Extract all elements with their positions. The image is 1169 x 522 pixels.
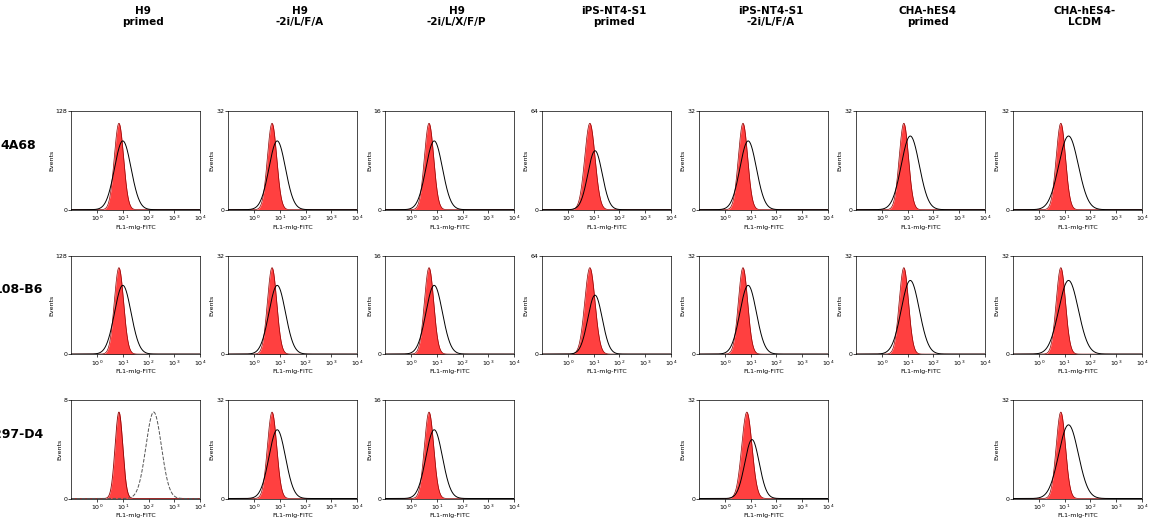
X-axis label: FL1-mlg-FITC: FL1-mlg-FITC [743, 513, 784, 518]
Text: iPS-NT4-S1
-2i/L/F/A: iPS-NT4-S1 -2i/L/F/A [738, 6, 803, 28]
Text: iPS-NT4-S1
primed: iPS-NT4-S1 primed [581, 6, 646, 28]
Text: CHA-hES4
primed: CHA-hES4 primed [899, 6, 956, 28]
X-axis label: FL1-mlg-FITC: FL1-mlg-FITC [743, 224, 784, 230]
Y-axis label: Events: Events [680, 439, 686, 460]
Y-axis label: Events: Events [838, 150, 843, 171]
X-axis label: FL1-mlg-FITC: FL1-mlg-FITC [429, 369, 470, 374]
Y-axis label: Events: Events [838, 294, 843, 316]
Text: H9
-2i/L/X/F/P: H9 -2i/L/X/F/P [427, 6, 486, 28]
Y-axis label: Events: Events [680, 294, 686, 316]
Y-axis label: Events: Events [209, 294, 215, 316]
X-axis label: FL1-mlg-FITC: FL1-mlg-FITC [1057, 369, 1098, 374]
Y-axis label: Events: Events [995, 150, 999, 171]
X-axis label: FL1-mlg-FITC: FL1-mlg-FITC [116, 224, 155, 230]
Y-axis label: Events: Events [995, 294, 999, 316]
X-axis label: FL1-mlg-FITC: FL1-mlg-FITC [586, 369, 627, 374]
X-axis label: FL1-mlg-FITC: FL1-mlg-FITC [429, 224, 470, 230]
Text: 297-D4: 297-D4 [0, 428, 43, 441]
Y-axis label: Events: Events [524, 150, 528, 171]
Text: 108-B6: 108-B6 [0, 283, 43, 296]
X-axis label: FL1-mlg-FITC: FL1-mlg-FITC [116, 513, 155, 518]
Y-axis label: Events: Events [57, 439, 62, 460]
Text: H9
-2i/L/F/A: H9 -2i/L/F/A [276, 6, 324, 28]
X-axis label: FL1-mlg-FITC: FL1-mlg-FITC [429, 513, 470, 518]
X-axis label: FL1-mlg-FITC: FL1-mlg-FITC [900, 369, 941, 374]
Y-axis label: Events: Events [49, 294, 54, 316]
X-axis label: FL1-mlg-FITC: FL1-mlg-FITC [1057, 224, 1098, 230]
Text: 4A68: 4A68 [0, 139, 36, 152]
X-axis label: FL1-mlg-FITC: FL1-mlg-FITC [586, 224, 627, 230]
Y-axis label: Events: Events [680, 150, 686, 171]
X-axis label: FL1-mlg-FITC: FL1-mlg-FITC [272, 513, 313, 518]
Y-axis label: Events: Events [995, 439, 999, 460]
X-axis label: FL1-mlg-FITC: FL1-mlg-FITC [743, 369, 784, 374]
X-axis label: FL1-mlg-FITC: FL1-mlg-FITC [900, 224, 941, 230]
Y-axis label: Events: Events [49, 150, 54, 171]
Text: CHA-hES4-
LCDM: CHA-hES4- LCDM [1053, 6, 1115, 28]
Y-axis label: Events: Events [524, 294, 528, 316]
Y-axis label: Events: Events [367, 294, 372, 316]
Y-axis label: Events: Events [209, 439, 215, 460]
X-axis label: FL1-mlg-FITC: FL1-mlg-FITC [116, 369, 155, 374]
X-axis label: FL1-mlg-FITC: FL1-mlg-FITC [272, 224, 313, 230]
Text: H9
primed: H9 primed [122, 6, 164, 28]
Y-axis label: Events: Events [367, 439, 372, 460]
Y-axis label: Events: Events [209, 150, 215, 171]
X-axis label: FL1-mlg-FITC: FL1-mlg-FITC [1057, 513, 1098, 518]
Y-axis label: Events: Events [367, 150, 372, 171]
X-axis label: FL1-mlg-FITC: FL1-mlg-FITC [272, 369, 313, 374]
